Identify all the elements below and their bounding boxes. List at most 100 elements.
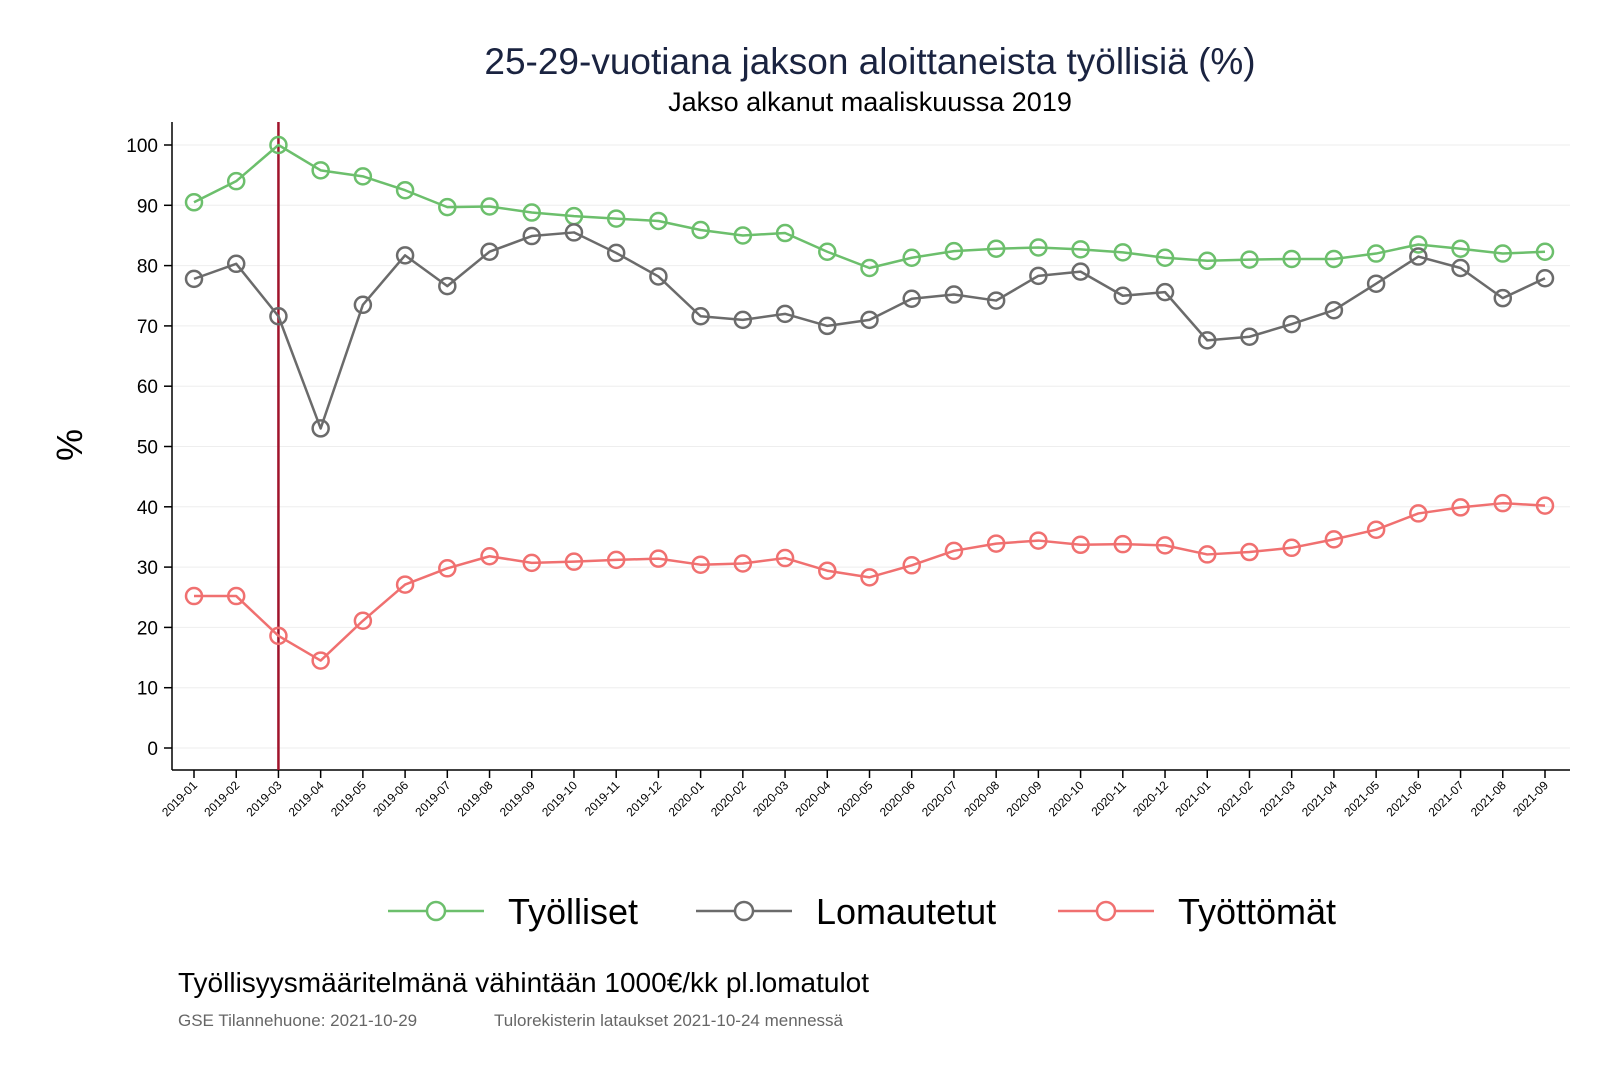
series-2-point-2019-11 (606, 550, 626, 570)
series-0-point-2021-06 (1409, 235, 1428, 254)
series-2-point-2019-02 (226, 586, 246, 606)
series-0-point-2020-03 (775, 223, 795, 243)
series-2-point-2020-02 (733, 554, 753, 573)
x-tick-label-2019-07: 2019-07 (412, 778, 453, 819)
series-2-point-2019-03 (269, 626, 288, 646)
definition-note: Työllisyysmääritelmänä vähintään 1000€/k… (178, 967, 869, 998)
series-2-point-2021-05 (1366, 520, 1386, 539)
series-1-point-2021-08 (1493, 288, 1513, 308)
series-2-point-2019-05 (353, 611, 373, 631)
series-1-point-2020-05 (860, 310, 879, 330)
series-0-point-2020-05 (860, 258, 879, 278)
series-0-point-2019-01 (184, 193, 204, 212)
series-2-point-2021-01 (1198, 545, 1217, 564)
x-tick-label-2021-09: 2021-09 (1510, 778, 1551, 819)
legend-label-2: Työttömät (1178, 891, 1336, 932)
legend-marker-2 (1095, 900, 1117, 922)
series-2-point-2019-12 (649, 549, 668, 568)
y-tick-label-80: 80 (137, 257, 158, 278)
series-1-point-2019-01 (184, 269, 204, 289)
series-1-line (193, 231, 1546, 430)
x-tick-label-2020-08: 2020-08 (961, 778, 1002, 819)
series-0-point-2019-05 (353, 167, 373, 186)
series-2-point-2020-08 (986, 534, 1006, 553)
series-2-line (194, 501, 1546, 662)
x-tick-label-2020-11: 2020-11 (1089, 778, 1130, 819)
series-0-point-2020-07 (944, 241, 964, 261)
x-tick-label-2019-08: 2019-08 (455, 778, 496, 819)
series-2-point-2019-10 (564, 552, 584, 571)
legend-label-1: Lomautetut (816, 891, 996, 932)
series-0-point-2020-08 (986, 239, 1006, 258)
x-tick-label-2020-09: 2020-09 (1003, 778, 1044, 819)
series-2-point-2021-03 (1282, 538, 1301, 558)
x-tick-label-2019-06: 2019-06 (370, 778, 411, 819)
x-tick-label-2020-02: 2020-02 (708, 778, 749, 819)
series-2-point-2020-05 (860, 568, 879, 587)
legend-item-2: Työttömät (1058, 891, 1336, 932)
series-1-point-2021-02 (1240, 327, 1259, 347)
series-0-line (193, 143, 1546, 270)
series-2-point-2020-12 (1155, 536, 1175, 555)
series-2-point-2020-06 (902, 556, 921, 575)
series-2-point-2021-08 (1493, 493, 1513, 513)
series-2-point-2020-10 (1071, 535, 1090, 555)
series-0-point-2020-09 (1029, 238, 1048, 257)
series-0-point-2021-04 (1324, 249, 1344, 269)
legend-marker-1 (733, 900, 755, 922)
series-2-point-2021-02 (1240, 542, 1259, 562)
legend-label-0: Työlliset (508, 891, 638, 932)
series-0-point-2021-02 (1240, 250, 1259, 269)
y-tick-label-70: 70 (137, 317, 158, 338)
x-tick-label-2021-03: 2021-03 (1257, 778, 1298, 819)
series-0-point-2020-12 (1155, 248, 1175, 268)
series-0-point-2020-02 (733, 226, 753, 245)
series-1-point-2019-03 (269, 307, 288, 326)
y-tick-label-50: 50 (137, 438, 158, 459)
series-2-point-2019-01 (184, 586, 204, 606)
series-1-point-2020-11 (1113, 286, 1133, 305)
y-axis-ticks: 0 10 20 30 40 50 60 70 80 90 100 (126, 136, 172, 760)
series-0-point-2021-03 (1282, 249, 1301, 269)
series-2-point-2019-06 (395, 575, 415, 594)
x-tick-label-2019-11: 2019-11 (582, 778, 623, 819)
series-0-point-2020-06 (902, 248, 921, 268)
y-tick-label-60: 60 (137, 377, 158, 398)
x-tick-label-2020-07: 2020-07 (919, 778, 960, 819)
x-axis-ticks: 2019-01 2019-02 2019-03 2019-04 2019-05 2019-… (159, 770, 1551, 819)
series-1-point-2020-09 (1029, 266, 1048, 286)
series-0-point-2019-07 (438, 197, 457, 217)
gridlines (172, 144, 1570, 749)
series-0-point-2019-12 (649, 211, 668, 231)
x-tick-label-2019-09: 2019-09 (497, 778, 538, 819)
series-0-point-2020-04 (818, 242, 837, 261)
x-tick-label-2020-06: 2020-06 (877, 778, 918, 819)
source-left: GSE Tilannehuone: 2021-10-29 (178, 1011, 417, 1030)
x-tick-label-2019-12: 2019-12 (623, 778, 664, 819)
x-tick-label-2021-08: 2021-08 (1468, 778, 1509, 819)
series-2-point-2019-07 (438, 559, 457, 578)
series-1-point-2021-05 (1366, 274, 1386, 293)
x-tick-label-2021-01: 2021-01 (1172, 778, 1213, 819)
series-1-point-2019-02 (226, 254, 246, 274)
x-tick-label-2021-06: 2021-06 (1383, 778, 1424, 819)
series-0-point-2019-08 (480, 197, 499, 216)
chart-subtitle: Jakso alkanut maaliskuussa 2019 (668, 87, 1072, 117)
x-tick-label-2019-10: 2019-10 (539, 778, 580, 819)
series-2-point-2019-04 (311, 651, 330, 670)
x-tick-label-2020-12: 2020-12 (1130, 778, 1171, 819)
series-2-point-2020-09 (1029, 531, 1048, 550)
x-tick-label-2019-05: 2019-05 (328, 778, 369, 819)
series-1-point-2021-07 (1451, 258, 1470, 278)
x-tick-label-2019-04: 2019-04 (286, 778, 327, 819)
series-0-point-2021-09 (1535, 242, 1555, 261)
series-1-point-2019-07 (438, 276, 457, 296)
x-tick-label-2019-01: 2019-01 (159, 778, 200, 819)
y-axis-label: % (49, 429, 90, 461)
series-2-point-2019-09 (522, 553, 541, 573)
legend-marker-0 (425, 900, 447, 922)
x-tick-label-2019-02: 2019-02 (201, 778, 242, 819)
series-1-point-2020-07 (944, 285, 964, 304)
y-tick-label-90: 90 (137, 196, 158, 217)
